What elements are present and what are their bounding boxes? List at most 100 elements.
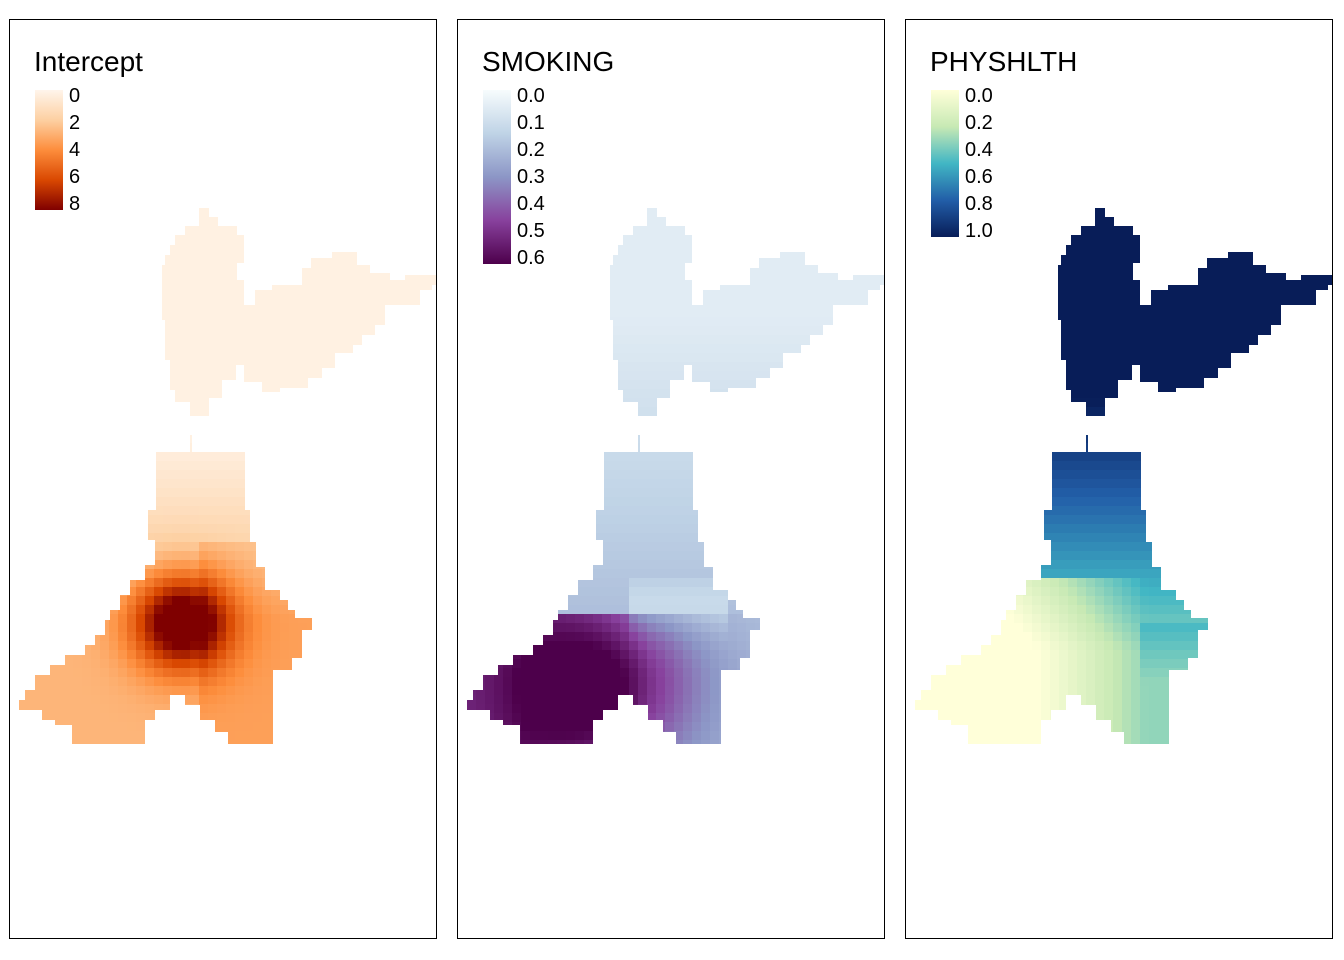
raster-cell — [235, 290, 245, 300]
raster-cell — [55, 452, 65, 462]
raster-cell — [73, 389, 83, 399]
raster-cell — [827, 209, 837, 219]
raster-cell — [136, 596, 146, 606]
raster-cell — [64, 650, 74, 660]
raster-cell — [19, 290, 29, 300]
raster-cell — [845, 281, 855, 291]
raster-cell — [602, 425, 612, 435]
raster-cell — [127, 569, 137, 579]
raster-cell — [289, 713, 299, 723]
raster-cell — [593, 434, 603, 444]
raster-cell — [181, 380, 191, 390]
legend-tick-label: 2 — [69, 112, 81, 134]
raster-cell — [280, 515, 290, 525]
raster-cell — [566, 569, 576, 579]
raster-cell — [629, 569, 639, 579]
raster-cell — [566, 515, 576, 525]
raster-cell — [46, 506, 56, 516]
raster-cell — [494, 461, 504, 471]
raster-cell — [521, 272, 531, 282]
raster-cell — [280, 686, 290, 696]
raster-cell — [280, 245, 290, 255]
raster-cell — [433, 731, 436, 741]
raster-cell — [280, 254, 290, 264]
raster-cell — [476, 569, 486, 579]
raster-cell — [467, 533, 477, 543]
raster-cell — [424, 704, 434, 714]
raster-cell — [620, 524, 630, 534]
raster-cell — [235, 208, 245, 210]
raster-cell — [629, 263, 639, 273]
raster-cell — [397, 263, 407, 273]
raster-cell — [433, 254, 436, 264]
raster-cell — [145, 623, 155, 633]
raster-cell — [665, 209, 675, 219]
raster-cell — [28, 506, 38, 516]
raster-cell — [343, 254, 353, 264]
raster-cell — [728, 524, 738, 534]
raster-cell — [575, 263, 585, 273]
raster-cell — [683, 308, 693, 318]
raster-cell — [19, 209, 20, 219]
raster-cell — [55, 299, 65, 309]
raster-cell — [55, 524, 65, 534]
raster-cell — [109, 398, 119, 408]
raster-cell — [199, 668, 209, 678]
raster-cell — [379, 281, 389, 291]
raster-cell — [791, 470, 801, 480]
raster-cell — [539, 497, 549, 507]
raster-cell — [127, 470, 137, 480]
raster-cell — [800, 470, 810, 480]
raster-cell — [575, 434, 585, 444]
raster-cell — [539, 299, 549, 309]
raster-cell — [683, 524, 693, 534]
raster-cell — [199, 704, 209, 714]
raster-cell — [800, 290, 810, 300]
raster-cell — [253, 398, 263, 408]
raster-cell — [181, 641, 191, 651]
raster-cell — [406, 488, 416, 498]
raster-cell — [467, 353, 477, 363]
raster-cell — [530, 533, 540, 543]
raster-cell — [181, 587, 191, 597]
raster-cell — [127, 506, 137, 516]
raster-cell — [361, 254, 371, 264]
raster-cell — [791, 497, 801, 507]
raster-cell — [334, 236, 344, 246]
raster-cell — [28, 641, 38, 651]
raster-cell — [503, 398, 513, 408]
raster-cell — [863, 326, 873, 336]
raster-cell — [307, 695, 317, 705]
raster-cell — [109, 506, 119, 516]
raster-cell — [100, 308, 110, 318]
raster-cell — [370, 740, 380, 744]
raster-cell — [235, 524, 245, 534]
raster-cell — [19, 668, 29, 678]
raster-cell — [298, 686, 308, 696]
raster-cell — [521, 416, 531, 426]
raster-cell — [91, 281, 101, 291]
raster-cell — [854, 245, 864, 255]
raster-cell — [172, 353, 182, 363]
raster-cell — [46, 632, 56, 642]
raster-cell — [280, 749, 290, 759]
raster-cell — [467, 461, 477, 471]
raster-cell — [728, 254, 738, 264]
raster-cell — [325, 281, 335, 291]
raster-cell — [602, 263, 612, 273]
raster-cell — [208, 308, 218, 318]
raster-cell — [19, 605, 20, 615]
raster-cell — [764, 344, 774, 354]
raster-cell — [19, 506, 29, 516]
raster-cell — [127, 686, 137, 696]
raster-cell — [46, 272, 56, 282]
raster-cell — [809, 380, 819, 390]
raster-cell — [181, 479, 191, 489]
raster-cell — [244, 668, 254, 678]
raster-cell — [863, 533, 873, 543]
raster-cell — [217, 344, 227, 354]
raster-cell — [55, 371, 65, 381]
raster-cell — [208, 362, 218, 372]
raster-cell — [154, 542, 164, 552]
raster-cell — [467, 542, 468, 552]
